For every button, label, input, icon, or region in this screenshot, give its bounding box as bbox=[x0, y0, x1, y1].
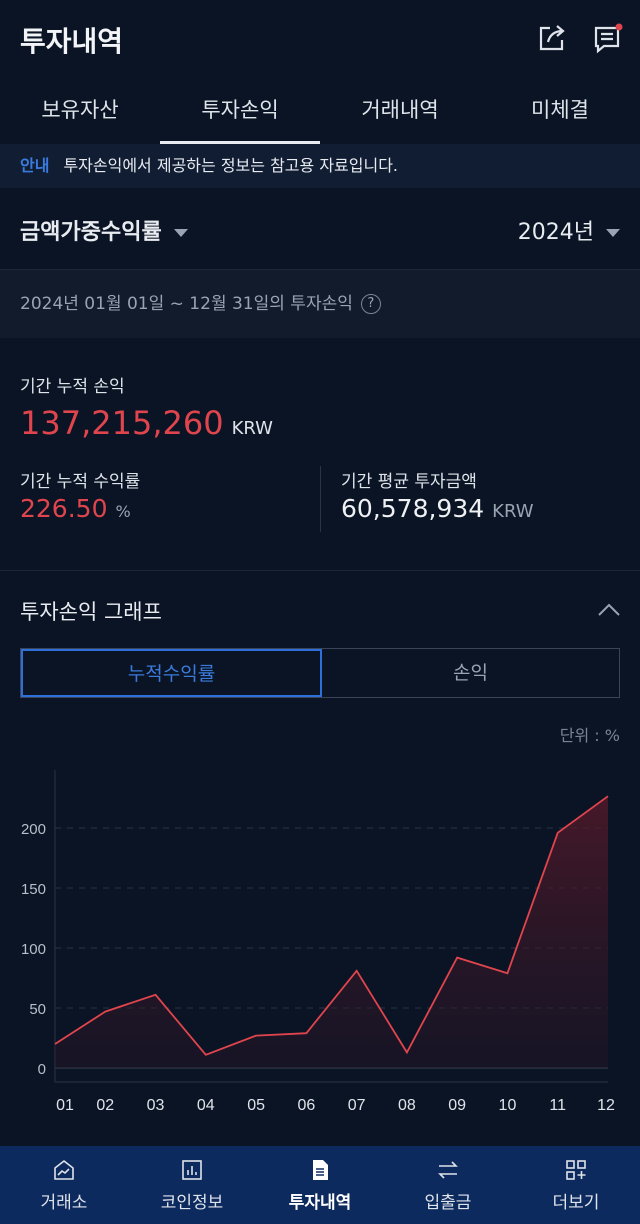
avg-inv-number: 60,578,934 bbox=[341, 494, 485, 523]
tab-holdings[interactable]: 보유자산 bbox=[41, 98, 119, 122]
avg-inv-label: 기간 평균 투자금액 bbox=[341, 472, 477, 492]
tab-bar: 보유자산 투자손익 거래내역 미체결 bbox=[0, 80, 640, 144]
y-tick-label: 100 bbox=[21, 941, 46, 958]
area-fill bbox=[55, 796, 608, 1068]
return-type-label: 금액가중수익률 bbox=[20, 220, 162, 245]
notice-icon[interactable] bbox=[592, 22, 624, 54]
nav-label: 더보기 bbox=[552, 1193, 600, 1213]
x-tick-label: 08 bbox=[398, 1097, 416, 1114]
caret-down-icon bbox=[173, 229, 188, 237]
x-tick-label: 12 bbox=[597, 1097, 615, 1114]
share-icon[interactable] bbox=[536, 22, 568, 54]
divider bbox=[320, 466, 321, 532]
x-tick-label: 11 bbox=[549, 1097, 566, 1114]
bottom-nav: 거래소 코인정보 투자내역 입출금 더보기 bbox=[0, 1146, 640, 1224]
x-tick-label: 05 bbox=[247, 1097, 265, 1114]
notice-bar: 안내 투자손익에서 제공하는 정보는 참고용 자료입니다. bbox=[0, 144, 640, 188]
y-tick-label: 200 bbox=[21, 821, 46, 838]
toggle-profit-loss[interactable]: 손익 bbox=[453, 662, 488, 684]
app-header: 투자내역 bbox=[0, 0, 640, 80]
notice-tag: 안내 bbox=[20, 156, 50, 175]
filter-row: 금액가중수익률 2024년 bbox=[0, 188, 640, 270]
year-dropdown[interactable]: 2024년 bbox=[518, 214, 620, 246]
graph-title: 투자손익 그래프 bbox=[20, 600, 162, 624]
nav-label: 거래소 bbox=[40, 1193, 88, 1213]
period-bar: 2024년 01월 01일 ~ 12월 31일의 투자손익? bbox=[0, 270, 640, 338]
x-tick-label: 10 bbox=[499, 1097, 517, 1114]
x-tick-label: 06 bbox=[297, 1097, 315, 1114]
more-grid-icon bbox=[566, 1160, 586, 1180]
cum-rate-label: 기간 누적 수익률 bbox=[20, 472, 141, 492]
year-label: 2024년 bbox=[517, 220, 594, 245]
exchange-chart-icon bbox=[54, 1159, 74, 1180]
cum-rate-value: 226.50% bbox=[20, 494, 131, 523]
document-icon bbox=[313, 1160, 328, 1180]
tab-profit-loss[interactable]: 투자손익 bbox=[160, 80, 320, 144]
notice-text: 투자손익에서 제공하는 정보는 참고용 자료입니다. bbox=[63, 156, 399, 175]
nav-exchange[interactable]: 거래소 bbox=[0, 1146, 128, 1224]
period-text: 2024년 01월 01일 ~ 12월 31일의 투자손익 bbox=[20, 294, 353, 314]
return-type-dropdown[interactable]: 금액가중수익률 bbox=[20, 214, 188, 246]
cum-rate-number: 226.50 bbox=[20, 494, 108, 523]
avg-inv-unit: KRW bbox=[492, 501, 534, 522]
cum-pl-unit: KRW bbox=[231, 418, 273, 439]
x-tick-label: 09 bbox=[448, 1097, 466, 1114]
unit-label: 단위 : % bbox=[559, 726, 620, 745]
x-tick-label: 02 bbox=[96, 1097, 114, 1114]
page-title: 투자내역 bbox=[20, 25, 124, 58]
nav-label: 코인정보 bbox=[160, 1193, 224, 1213]
return-chart: 0 50 100 150 200 01 02 03 04 05 06 07 08 09 10 11 12 bbox=[21, 770, 615, 1114]
transfer-arrows-icon bbox=[438, 1161, 458, 1179]
x-tick-label: 01 bbox=[56, 1097, 74, 1114]
nav-label: 입출금 bbox=[424, 1193, 472, 1213]
cum-pl-value: 137,215,260 KRW bbox=[20, 404, 273, 442]
series-line bbox=[54, 795, 609, 1056]
cum-pl-number: 137,215,260 bbox=[20, 404, 224, 442]
y-tick-label: 0 bbox=[38, 1061, 46, 1078]
x-tick-label: 07 bbox=[348, 1097, 366, 1114]
help-icon[interactable]: ? bbox=[360, 294, 381, 314]
nav-label: 투자내역 bbox=[288, 1193, 352, 1213]
graph-toggle: 누적수익률 손익 bbox=[20, 648, 620, 698]
y-tick-label: 50 bbox=[29, 1001, 46, 1018]
cum-pl-label: 기간 누적 손익 bbox=[20, 377, 125, 397]
nav-coin-info[interactable]: 코인정보 bbox=[128, 1146, 256, 1224]
section-divider bbox=[0, 570, 640, 571]
cum-rate-unit: % bbox=[115, 502, 131, 521]
y-tick-label: 150 bbox=[21, 881, 46, 898]
toggle-cumulative-rate[interactable]: 누적수익률 bbox=[21, 649, 322, 697]
avg-inv-value: 60,578,934 KRW bbox=[341, 494, 534, 523]
tab-transactions[interactable]: 거래내역 bbox=[361, 98, 439, 122]
nav-deposit-withdraw[interactable]: 입출금 bbox=[384, 1146, 512, 1224]
caret-down-icon bbox=[606, 229, 620, 237]
x-tick-label: 03 bbox=[147, 1097, 165, 1114]
nav-investment-history[interactable]: 투자내역 bbox=[256, 1146, 384, 1224]
nav-more[interactable]: 더보기 bbox=[512, 1146, 640, 1224]
bar-chart-icon bbox=[182, 1160, 202, 1180]
collapse-chevron-icon[interactable] bbox=[597, 602, 621, 618]
tab-pending[interactable]: 미체결 bbox=[531, 98, 589, 122]
x-tick-label: 04 bbox=[197, 1097, 215, 1114]
